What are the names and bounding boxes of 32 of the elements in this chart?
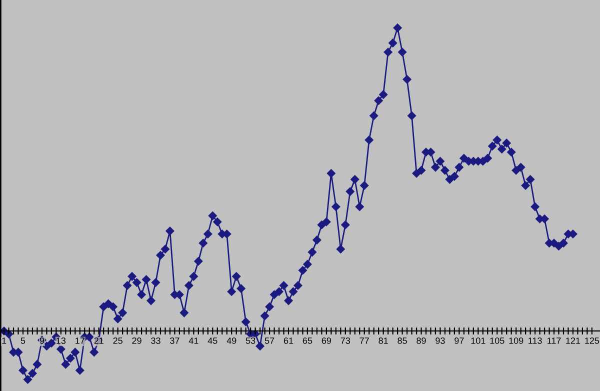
x-tick-label: 117: [548, 338, 561, 344]
x-tick-label: 45: [208, 338, 218, 344]
x-tick-label: 81: [378, 337, 388, 344]
x-tick-label: 41: [188, 338, 198, 344]
x-tick-label: 29: [132, 337, 142, 344]
x-tick-label: 77: [360, 338, 369, 344]
x-tick-label: 13: [56, 337, 66, 344]
x-tick-label: 17: [76, 338, 84, 344]
x-tick-label: 37: [170, 337, 180, 344]
x-tick-label: 25: [113, 337, 122, 344]
x-tick-label: 85: [398, 337, 407, 344]
x-tick-label: 125: [585, 337, 600, 344]
x-tick-label: 105: [490, 337, 504, 344]
x-tick-label: 9: [40, 337, 44, 344]
x-tick-label: 93: [436, 337, 445, 344]
x-tick-label: 65: [302, 337, 312, 344]
x-tick-label: 89: [416, 337, 426, 344]
x-tick-label: 5: [20, 338, 26, 344]
x-tick-label: 57: [264, 338, 274, 344]
x-tick-label: 21: [94, 337, 104, 344]
x-tick-label: 49: [226, 337, 236, 344]
x-tick-label: 121: [566, 337, 580, 344]
x-tick-label: 101: [471, 337, 486, 344]
x-tick-label: 97: [454, 337, 464, 344]
x-tick-label: 73: [340, 337, 350, 344]
x-tick-label: 53: [246, 337, 256, 344]
x-tick-label: 61: [284, 337, 294, 344]
x-tick-label: 69: [322, 337, 332, 344]
x-tick-label: 33: [151, 337, 160, 344]
x-tick-label: 1: [2, 338, 6, 344]
x-tick-label: 109: [509, 337, 524, 344]
x-tick-label: 113: [528, 337, 542, 344]
